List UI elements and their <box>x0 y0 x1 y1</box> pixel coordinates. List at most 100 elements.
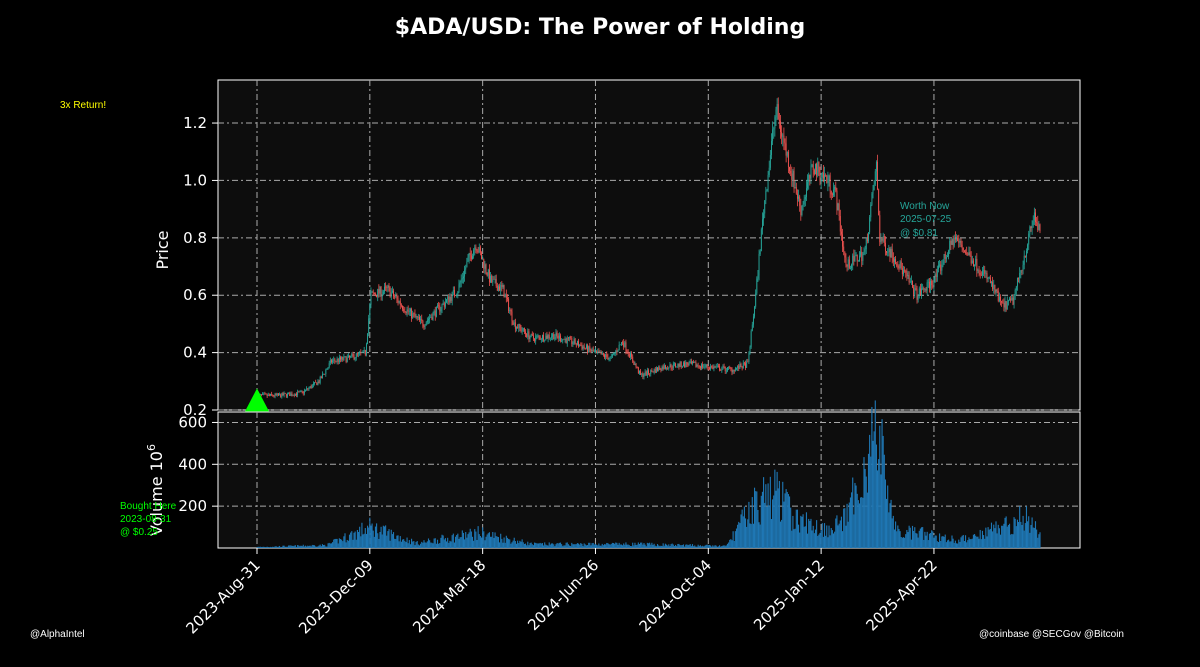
candle-body-283 <box>575 344 577 345</box>
volume-bar-594 <box>926 531 928 548</box>
volume-bar-472 <box>788 496 791 548</box>
volume-bar-504 <box>825 535 827 548</box>
volume-bar-454 <box>768 505 770 548</box>
volume-bar-536 <box>861 497 863 548</box>
candle-body-386 <box>692 361 693 364</box>
volume-bar-7 <box>264 547 266 548</box>
candle-body-312 <box>608 358 610 360</box>
candle-body-388 <box>694 362 696 363</box>
candle-body-560 <box>888 248 890 253</box>
candle-body-532 <box>856 255 858 262</box>
volume-bar-490 <box>809 520 811 548</box>
candle-body-50 <box>312 383 314 386</box>
volume-bar-100 <box>369 517 371 548</box>
volume-bar-146 <box>421 541 423 548</box>
candle-body-559 <box>887 252 889 253</box>
candle-body-295 <box>589 346 591 350</box>
candle-body-196 <box>477 251 479 253</box>
candle-body-433 <box>745 363 746 368</box>
volume-bar-351 <box>652 544 654 548</box>
volume-bar-286 <box>579 544 581 548</box>
volume-bar-442 <box>755 491 757 548</box>
candle-body-611 <box>945 257 947 259</box>
volume-bar-386 <box>691 544 694 548</box>
candle-body-313 <box>609 356 611 359</box>
volume-bar-432 <box>743 506 745 548</box>
volume-bar-48 <box>310 546 312 548</box>
candle-body-657 <box>997 291 999 301</box>
volume-bar-161 <box>438 543 440 548</box>
candle-body-203 <box>485 264 487 273</box>
candle-body-228 <box>513 322 515 325</box>
volume-bar-52 <box>315 546 317 548</box>
candle-body-124 <box>396 296 398 299</box>
candle-body-583 <box>914 288 916 295</box>
candle-body-665 <box>1006 301 1008 310</box>
candle-body-27 <box>287 393 288 397</box>
volume-bar-190 <box>470 531 472 548</box>
candle-body-632 <box>969 252 971 256</box>
volume-bar-1 <box>257 546 259 548</box>
volume-bar-516 <box>838 523 840 548</box>
candle-body-422 <box>732 369 734 373</box>
volume-bar-154 <box>430 542 432 548</box>
candle-body-480 <box>798 196 800 199</box>
volume-bar-314 <box>610 543 612 548</box>
candle-body-409 <box>717 365 719 367</box>
candle-body-170 <box>448 296 450 303</box>
volume-bar-284 <box>576 543 578 548</box>
volume-bar-555 <box>882 435 884 548</box>
candle-body-49 <box>311 385 313 389</box>
volume-bar-51 <box>313 545 316 548</box>
volume-bar-375 <box>679 545 681 548</box>
volume-bar-488 <box>807 533 809 548</box>
volume-bar-641 <box>979 529 981 548</box>
candle-body-303 <box>598 350 600 353</box>
volume-bar-663 <box>1004 517 1006 548</box>
volume-bar-295 <box>589 542 591 548</box>
volume-bar-632 <box>969 539 971 548</box>
volume-bar-307 <box>602 545 604 548</box>
candle-body-175 <box>453 290 455 296</box>
volume-bar-361 <box>663 545 665 548</box>
candle-body-425 <box>736 368 737 369</box>
volume-bar-31 <box>291 545 293 548</box>
candle-body-214 <box>497 286 499 291</box>
volume-bar-448 <box>761 491 764 548</box>
candle-body-47 <box>309 386 311 388</box>
candle-body-561 <box>889 248 891 258</box>
volume-bar-229 <box>514 541 516 548</box>
candle-body-469 <box>785 143 787 156</box>
candle-body-33 <box>293 394 295 396</box>
candle-body-287 <box>580 345 582 346</box>
candle-body-309 <box>605 354 607 358</box>
volume-bar-681 <box>1024 523 1026 548</box>
volume-bar-310 <box>606 542 608 548</box>
volume-bar-382 <box>687 545 689 548</box>
candle-body-412 <box>721 368 723 371</box>
candle-body-291 <box>584 347 586 349</box>
volume-bar-336 <box>635 544 637 548</box>
volume-bar-693 <box>1038 534 1040 548</box>
candle-body-403 <box>711 366 713 368</box>
candle-body-593 <box>925 289 927 291</box>
volume-bar-248 <box>536 543 538 548</box>
volume-bar-512 <box>834 531 836 548</box>
candle-body-495 <box>815 163 816 175</box>
volume-bar-653 <box>993 524 995 548</box>
volume-bar-520 <box>843 508 845 548</box>
volume-bar-186 <box>466 537 468 548</box>
candle-body-356 <box>658 367 660 371</box>
volume-bar-188 <box>468 532 470 548</box>
candle-body-321 <box>618 344 620 351</box>
candle-body-550 <box>877 161 878 190</box>
candle-body-148 <box>423 326 425 328</box>
candle-body-262 <box>552 334 554 337</box>
candle-body-64 <box>328 363 330 368</box>
candle-body-301 <box>596 350 598 352</box>
candle-body-646 <box>985 273 987 274</box>
candle-body-359 <box>661 366 663 371</box>
x-tick-label-0: 2023-Aug-31 <box>182 556 263 637</box>
volume-bar-406 <box>714 545 716 548</box>
volume-bar-500 <box>820 530 822 548</box>
